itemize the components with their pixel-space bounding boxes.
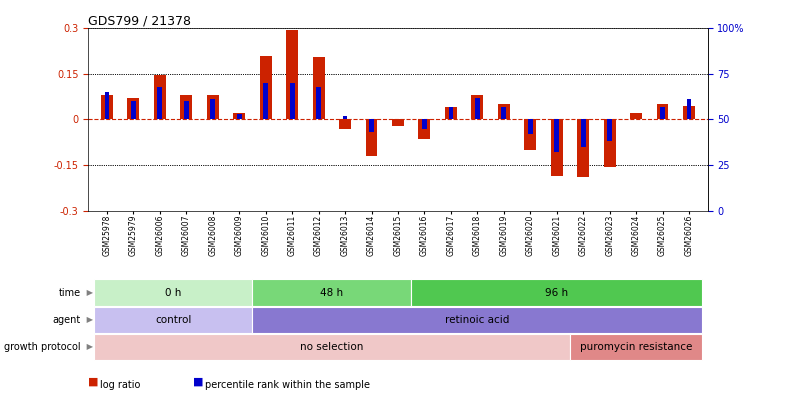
Bar (339, 119, 351, 129)
Bar (131, 101, 136, 119)
Bar (553, 119, 558, 152)
Text: time: time (58, 288, 80, 298)
Bar (153, 75, 165, 119)
Bar (686, 99, 691, 119)
Text: ■: ■ (88, 377, 99, 387)
Bar (524, 119, 536, 150)
Text: puromycin resistance: puromycin resistance (579, 342, 691, 352)
Bar (444, 107, 456, 119)
Bar (233, 113, 245, 119)
Bar (94, 307, 252, 333)
Bar (659, 107, 664, 119)
Bar (392, 119, 403, 126)
Bar (259, 55, 271, 119)
Text: GDS799 / 21378: GDS799 / 21378 (88, 14, 191, 27)
Text: ▶: ▶ (84, 315, 93, 324)
Bar (101, 95, 112, 119)
Bar (210, 99, 215, 119)
Bar (157, 87, 162, 119)
Bar (606, 119, 611, 141)
Text: 96 h: 96 h (544, 288, 568, 298)
Bar (528, 119, 532, 134)
Bar (656, 104, 667, 119)
Text: 0 h: 0 h (165, 288, 181, 298)
Bar (252, 307, 701, 333)
Bar (630, 113, 642, 119)
Bar (289, 83, 294, 119)
Text: ▶: ▶ (84, 288, 93, 297)
Bar (683, 106, 694, 119)
Bar (448, 107, 453, 119)
Text: ■: ■ (193, 377, 203, 387)
Bar (603, 119, 615, 166)
Bar (471, 95, 483, 119)
Bar (369, 119, 373, 132)
Bar (104, 92, 109, 119)
Bar (365, 119, 377, 156)
Bar (418, 119, 430, 139)
Bar (580, 119, 585, 147)
Text: no selection: no selection (300, 342, 363, 352)
Bar (550, 119, 562, 176)
Text: agent: agent (52, 315, 80, 325)
Text: ▶: ▶ (84, 342, 93, 352)
Bar (263, 83, 267, 119)
Bar (252, 279, 410, 306)
Bar (184, 101, 189, 119)
Bar (422, 119, 426, 129)
Bar (237, 114, 242, 119)
Bar (501, 107, 506, 119)
Bar (342, 116, 347, 119)
Bar (410, 279, 701, 306)
Bar (128, 98, 139, 119)
Text: log ratio: log ratio (100, 380, 141, 390)
Bar (577, 119, 589, 177)
Bar (316, 87, 320, 119)
Bar (569, 334, 701, 360)
Bar (286, 30, 298, 119)
Text: retinoic acid: retinoic acid (445, 315, 509, 325)
Bar (497, 104, 509, 119)
Bar (94, 334, 569, 360)
Bar (312, 57, 324, 119)
Bar (94, 279, 252, 306)
Bar (180, 95, 192, 119)
Text: growth protocol: growth protocol (4, 342, 80, 352)
Bar (206, 95, 218, 119)
Text: 48 h: 48 h (320, 288, 343, 298)
Bar (475, 98, 479, 119)
Text: control: control (155, 315, 191, 325)
Text: percentile rank within the sample: percentile rank within the sample (205, 380, 369, 390)
